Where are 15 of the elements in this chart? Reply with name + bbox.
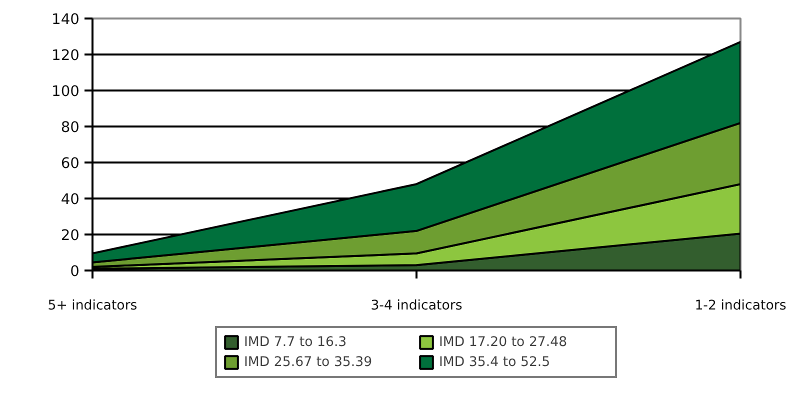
y-tick-label: 100 [52,83,80,100]
x-tick-label: 1-2 indicators [694,298,786,314]
x-tick-label: 5+ indicators [48,298,138,314]
legend-label: IMD 17.20 to 27.48 [439,334,568,350]
y-tick-label: 120 [52,47,80,64]
y-tick-label: 80 [60,119,80,136]
y-tick-label: 20 [60,227,80,244]
y-tick-label: 40 [60,191,80,208]
legend-label: IMD 35.4 to 52.5 [439,354,552,370]
y-tick-label: 0 [70,263,80,280]
legend-label: IMD 25.67 to 35.39 [244,354,374,370]
y-tick-label: 60 [60,155,80,172]
x-tick-label: 3-4 indicators [370,298,462,314]
y-tick-label: 140 [52,11,80,28]
legend-label: IMD 7.7 to 16.3 [244,334,348,350]
